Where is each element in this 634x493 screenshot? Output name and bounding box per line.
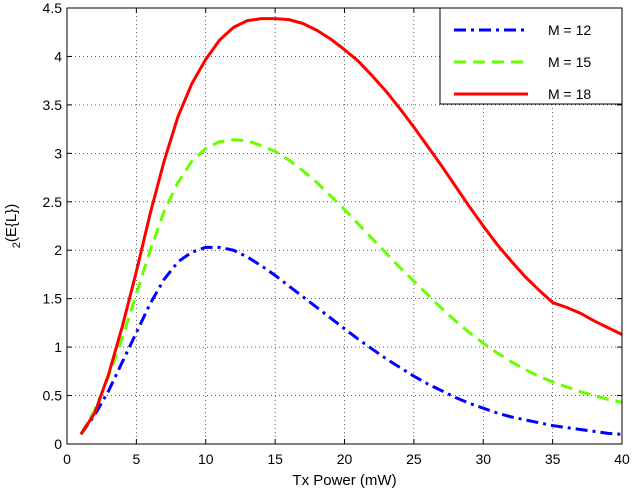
svg-text:2(E{L}): 2(E{L}) bbox=[3, 204, 23, 248]
legend: M = 12 M = 15 M = 18 bbox=[439, 7, 623, 105]
legend-label-3: M = 18 bbox=[548, 86, 591, 102]
legend-label-2: M = 15 bbox=[548, 54, 591, 70]
y-axis-label-main: (E{L}) bbox=[3, 204, 20, 242]
legend-box bbox=[439, 7, 623, 105]
x-tick-label: 20 bbox=[337, 451, 353, 467]
series-line-3 bbox=[79, 17, 623, 436]
ticks bbox=[66, 7, 623, 445]
y-tick-label: 0.5 bbox=[43, 388, 63, 404]
y-tick-label: 3.5 bbox=[43, 97, 63, 113]
y-tick-label: 1 bbox=[54, 339, 62, 355]
y-tick-label: 0 bbox=[54, 436, 62, 452]
y-tick-label: 2 bbox=[54, 242, 62, 258]
x-tick-label: 25 bbox=[406, 451, 422, 467]
x-tick-label: 30 bbox=[475, 451, 491, 467]
y-tick-label: 2.5 bbox=[43, 194, 63, 210]
y-tick-label: 4.5 bbox=[43, 0, 63, 16]
x-tick-label: 10 bbox=[198, 451, 214, 467]
x-tick-label: 40 bbox=[614, 451, 630, 467]
legend-label-1: M = 12 bbox=[548, 22, 591, 38]
y-tick-label: 4 bbox=[54, 48, 62, 64]
series-lines bbox=[79, 17, 623, 436]
series-line-1 bbox=[79, 245, 623, 436]
series-line-2 bbox=[79, 138, 623, 436]
y-tick-label: 1.5 bbox=[43, 291, 63, 307]
x-tick-labels: 0 5 10 15 20 25 30 35 40 bbox=[63, 451, 630, 467]
y-axis-label: 2(E{L}) bbox=[3, 204, 23, 248]
x-tick-label: 35 bbox=[545, 451, 561, 467]
x-axis-label: Tx Power (mW) bbox=[292, 472, 396, 489]
y-tick-label: 3 bbox=[54, 145, 62, 161]
x-tick-label: 15 bbox=[267, 451, 283, 467]
y-tick-labels: 0 0.5 1 1.5 2 2.5 3 3.5 4 4.5 bbox=[43, 0, 63, 452]
x-tick-label: 0 bbox=[63, 451, 71, 467]
x-tick-label: 5 bbox=[132, 451, 140, 467]
y-axis-label-subscript: 2 bbox=[11, 242, 23, 248]
